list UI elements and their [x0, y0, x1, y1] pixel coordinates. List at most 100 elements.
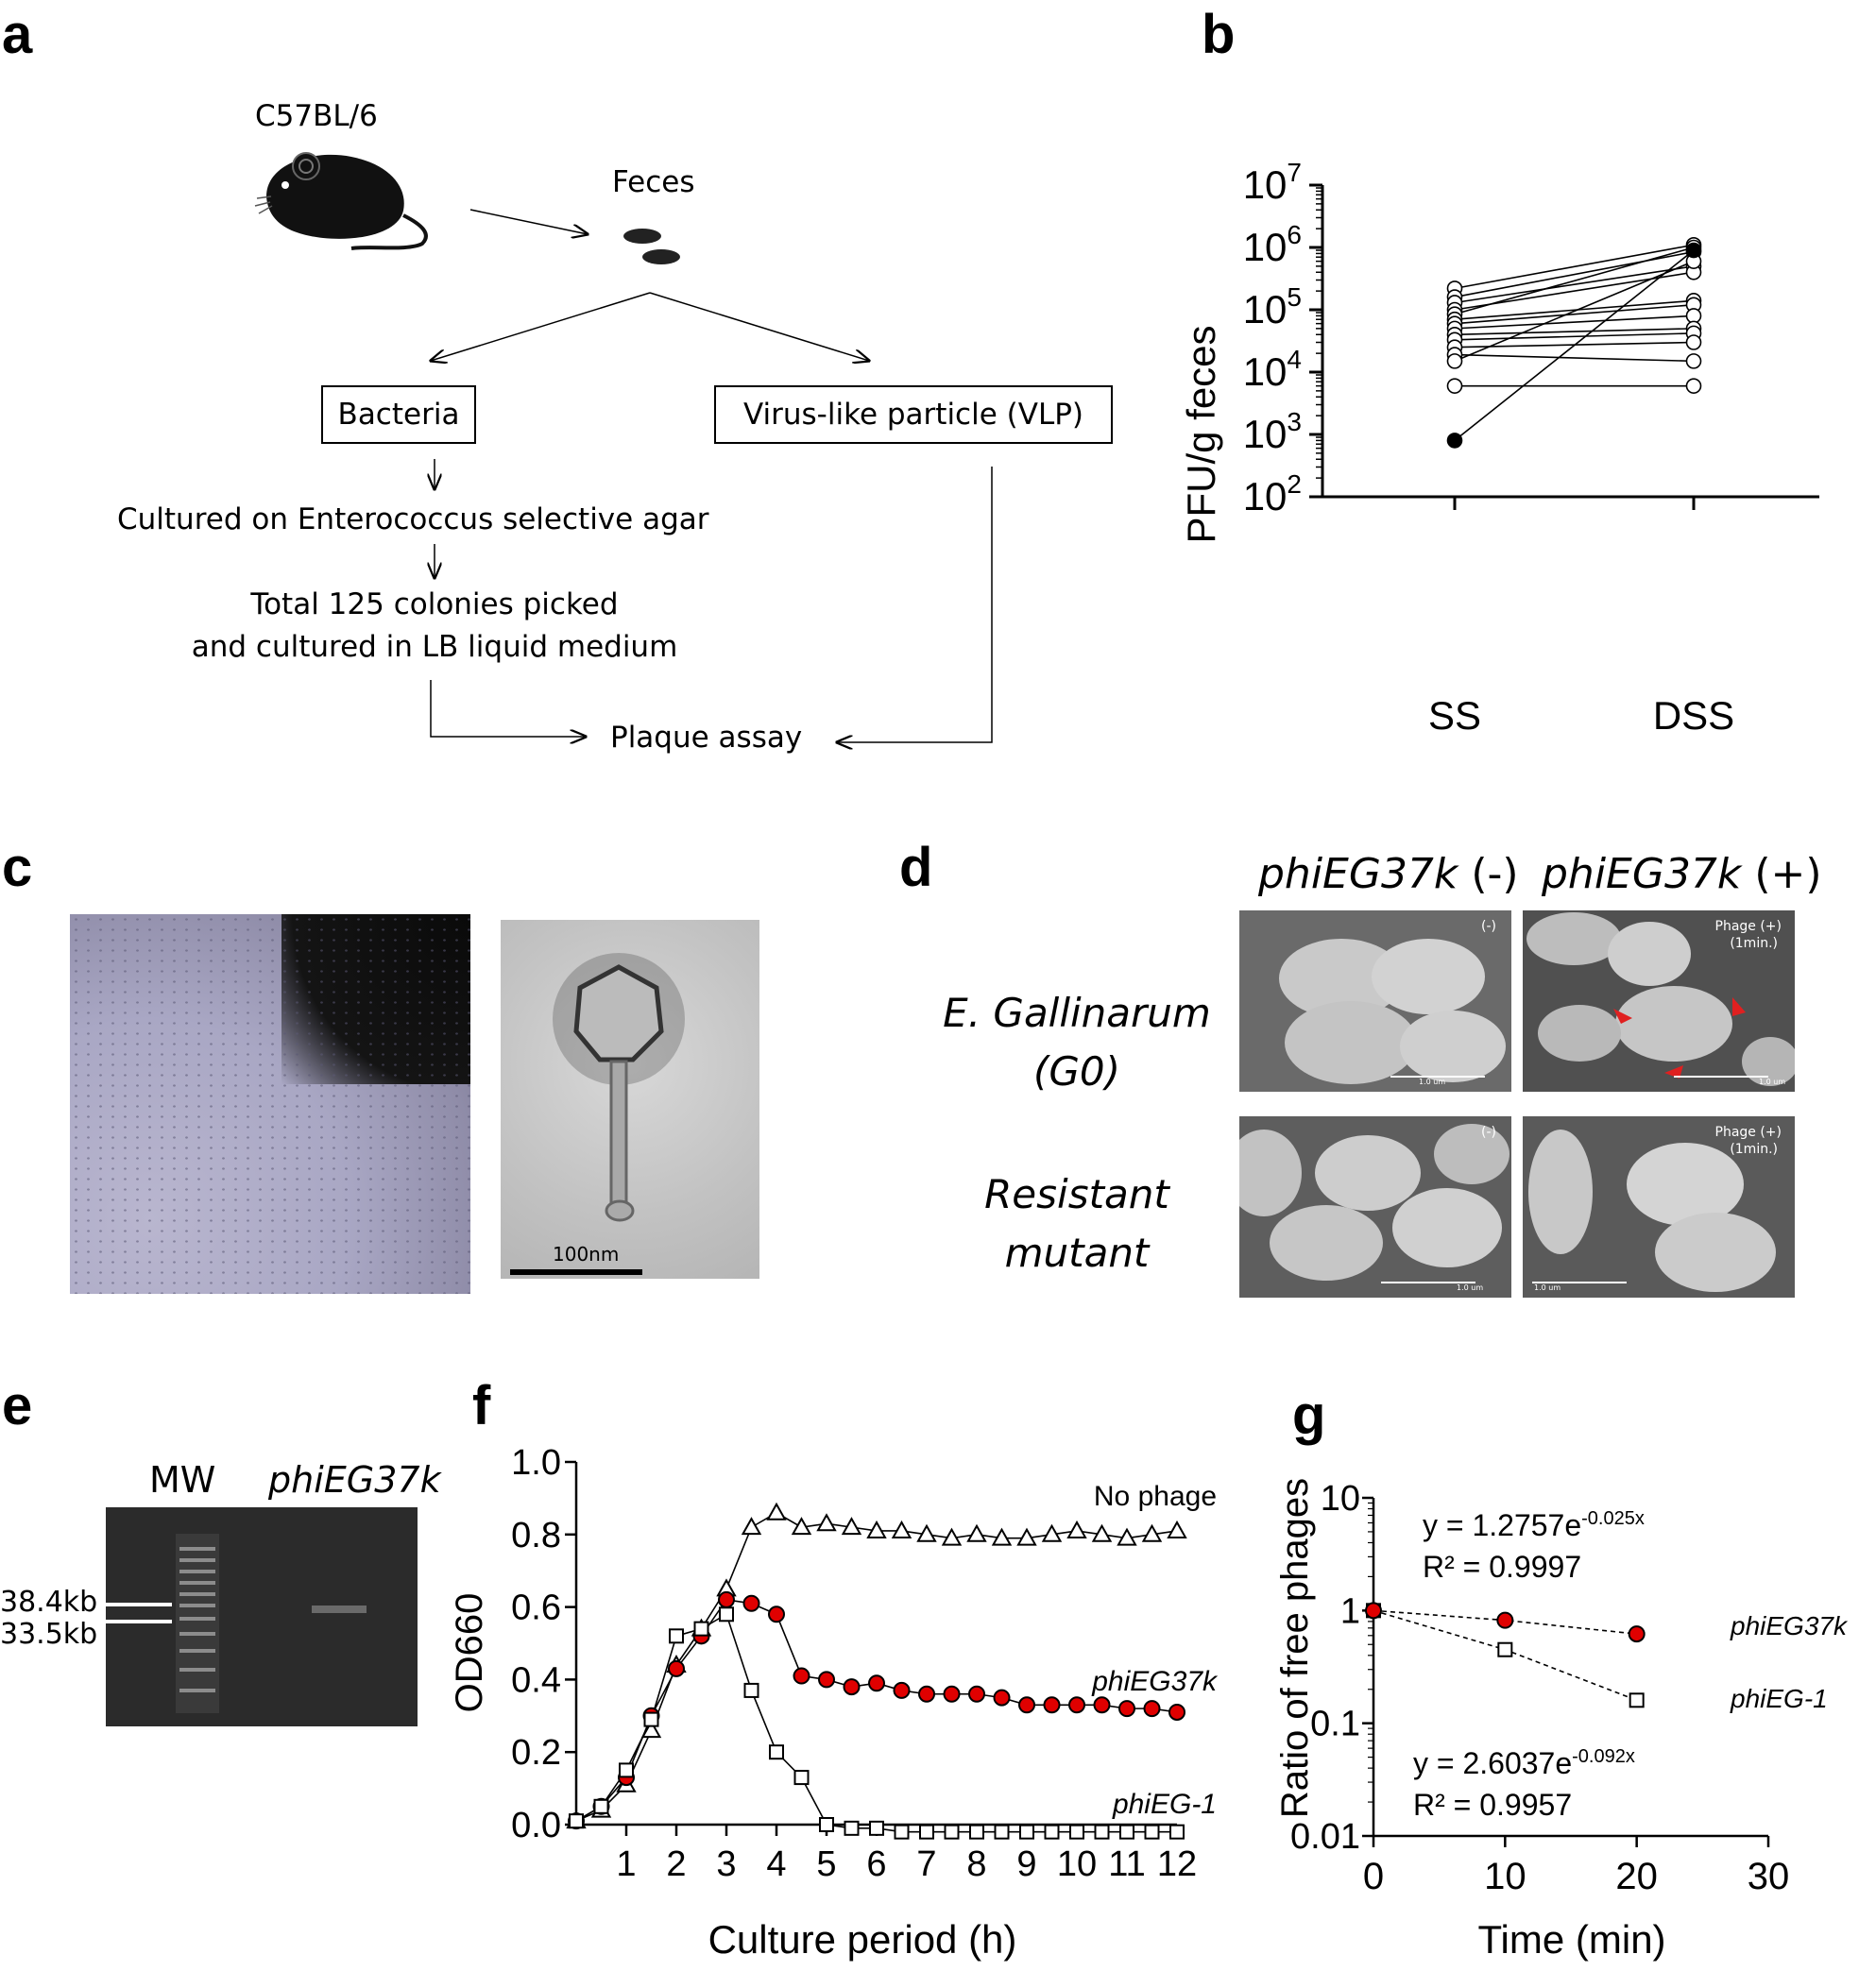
pfu-pair-line	[1454, 328, 1695, 336]
growth-point	[1068, 1696, 1085, 1714]
gel-band-38kb: 38.4kb	[0, 1586, 98, 1619]
sem-col-pos-phage: phiEG37k	[1542, 850, 1742, 898]
pfu-pair-line	[1454, 249, 1695, 442]
panel-label-a: a	[2, 4, 33, 65]
decay-ytick-label: 10	[1321, 1479, 1360, 1519]
sem-pos-tag-2b: (1min.)	[1730, 1142, 1778, 1157]
equation-1-exponent: -0.025x	[1581, 1508, 1645, 1529]
sem-pos-tag-2a: Phage (+)	[1714, 1125, 1782, 1140]
growth-point	[1143, 1700, 1161, 1718]
equation-1: y = 1.2757e-0.025x	[1423, 1508, 1645, 1542]
pfu-ytick-label: 103	[1243, 407, 1302, 456]
growth-point	[766, 1502, 787, 1521]
sem-mutant-phage: Phage (+) (1min.) 1.0 um	[1523, 1116, 1795, 1298]
pfu-ytick-label: 104	[1243, 345, 1302, 394]
growth-point	[1167, 1520, 1187, 1538]
pfu-point-dss	[1685, 334, 1702, 350]
growth-xtick-label: 2	[666, 1844, 686, 1884]
decay-legend-phieg1: phiEG-1	[1730, 1684, 1828, 1713]
growth-point	[793, 1770, 810, 1786]
decay-xtick-label: 10	[1484, 1856, 1526, 1897]
pfu-chart-ylabel: PFU/g feces	[1179, 325, 1223, 543]
phage-tem-image: 100nm	[501, 920, 759, 1279]
growth-point	[1117, 1527, 1137, 1546]
growth-point	[1169, 1824, 1185, 1840]
sem-scale-1: 1.0 um	[1419, 1078, 1446, 1086]
sem-pos-tag-1b: (1min.)	[1730, 936, 1778, 951]
growth-point	[916, 1523, 937, 1542]
growth-point	[1016, 1527, 1037, 1546]
growth-chart-ylabel: OD660	[449, 1593, 490, 1713]
pfu-point-dss	[1685, 378, 1702, 394]
decay-legend-phieg37k: phiEG37k	[1730, 1611, 1849, 1640]
bacteria-label: Bacteria	[337, 398, 460, 432]
picked-line1: Total 125 colonies picked	[250, 587, 619, 621]
gel-lane-phage: phiEG37k	[268, 1459, 441, 1501]
sem-neg-tag-2: (-)	[1481, 1125, 1496, 1140]
decay-point	[1365, 1602, 1382, 1620]
growth-point	[619, 1762, 634, 1778]
growth-point	[640, 1720, 662, 1739]
growth-point	[843, 1678, 861, 1696]
growth-point	[869, 1820, 884, 1836]
growth-point	[891, 1520, 912, 1538]
decay-point	[1497, 1641, 1513, 1657]
growth-point	[868, 1674, 885, 1692]
bacteria-box: Bacteria	[321, 385, 476, 444]
growth-ytick-label: 0.4	[511, 1660, 561, 1700]
pfu-pair-line	[1454, 353, 1695, 363]
sem-scale-4: 1.0 um	[1534, 1283, 1561, 1292]
growth-point	[1168, 1703, 1185, 1721]
pfu-ytick-label: 106	[1243, 220, 1302, 269]
growth-point	[593, 1798, 609, 1814]
growth-xtick-label: 6	[866, 1844, 886, 1884]
r-squared-1: R² = 0.9997	[1423, 1550, 1581, 1584]
sem-scale-2: 1.0 um	[1759, 1078, 1786, 1086]
growth-point	[968, 1685, 985, 1703]
growth-point	[1119, 1824, 1134, 1840]
pfu-pair-line	[1454, 250, 1695, 298]
growth-point	[866, 1520, 887, 1538]
mouse-strain-label: C57BL/6	[255, 99, 378, 133]
pfu-point-ss	[1446, 378, 1463, 394]
tem-scale-label: 100nm	[553, 1243, 620, 1266]
growth-point	[941, 1527, 963, 1546]
growth-point	[669, 1628, 684, 1644]
growth-legend-phieg1: phiEG-1	[1112, 1789, 1217, 1820]
decay-ytick-label: 0.01	[1290, 1817, 1360, 1857]
growth-curve-chart: 0.00.20.40.60.81.01 2 3 4 5 6 7 8 9 10 11 12 OD660 …	[449, 1443, 1219, 1962]
growth-point	[742, 1594, 760, 1612]
decay-ytick-label: 1	[1340, 1591, 1360, 1631]
growth-point	[894, 1824, 910, 1840]
picked-line2: and cultured in LB liquid medium	[191, 630, 678, 664]
sem-mutant-no-phage: (-) 1.0 um	[1239, 1116, 1511, 1298]
growth-point	[844, 1820, 860, 1836]
growth-point	[841, 1517, 862, 1536]
sem-col-neg-phage: phiEG37k	[1258, 850, 1458, 898]
growth-xtick-label: 10	[1057, 1844, 1097, 1884]
growth-point	[993, 1689, 1011, 1707]
growth-ytick-label: 0.2	[511, 1733, 561, 1773]
growth-point	[1093, 1696, 1111, 1714]
panel-label-f: f	[472, 1375, 491, 1436]
growth-point	[793, 1667, 810, 1685]
growth-point	[919, 1824, 934, 1840]
growth-point	[569, 1813, 584, 1829]
decay-point	[1496, 1611, 1514, 1629]
pfu-pair-line	[1454, 244, 1695, 290]
growth-legend-phieg37k: phiEG37k	[1091, 1666, 1219, 1697]
sem-col-neg-sign: (-)	[1458, 850, 1519, 898]
growth-xtick-label: 8	[966, 1844, 986, 1884]
pfu-pair-line	[1454, 260, 1695, 363]
free-phage-chart: 0.01 0.1 1 10 0 10 20 30 Ratio of free phages T…	[1274, 1478, 1849, 1962]
growth-point	[943, 1685, 961, 1703]
growth-point	[991, 1527, 1013, 1546]
growth-point	[1066, 1520, 1087, 1538]
growth-point	[718, 1590, 735, 1608]
growth-ytick-label: 0.8	[511, 1516, 561, 1555]
growth-point	[969, 1824, 984, 1840]
panel-label-g: g	[1292, 1385, 1326, 1446]
growth-point	[1041, 1523, 1063, 1542]
growth-point	[769, 1744, 784, 1760]
gel-band-33kb: 33.5kb	[0, 1618, 98, 1651]
